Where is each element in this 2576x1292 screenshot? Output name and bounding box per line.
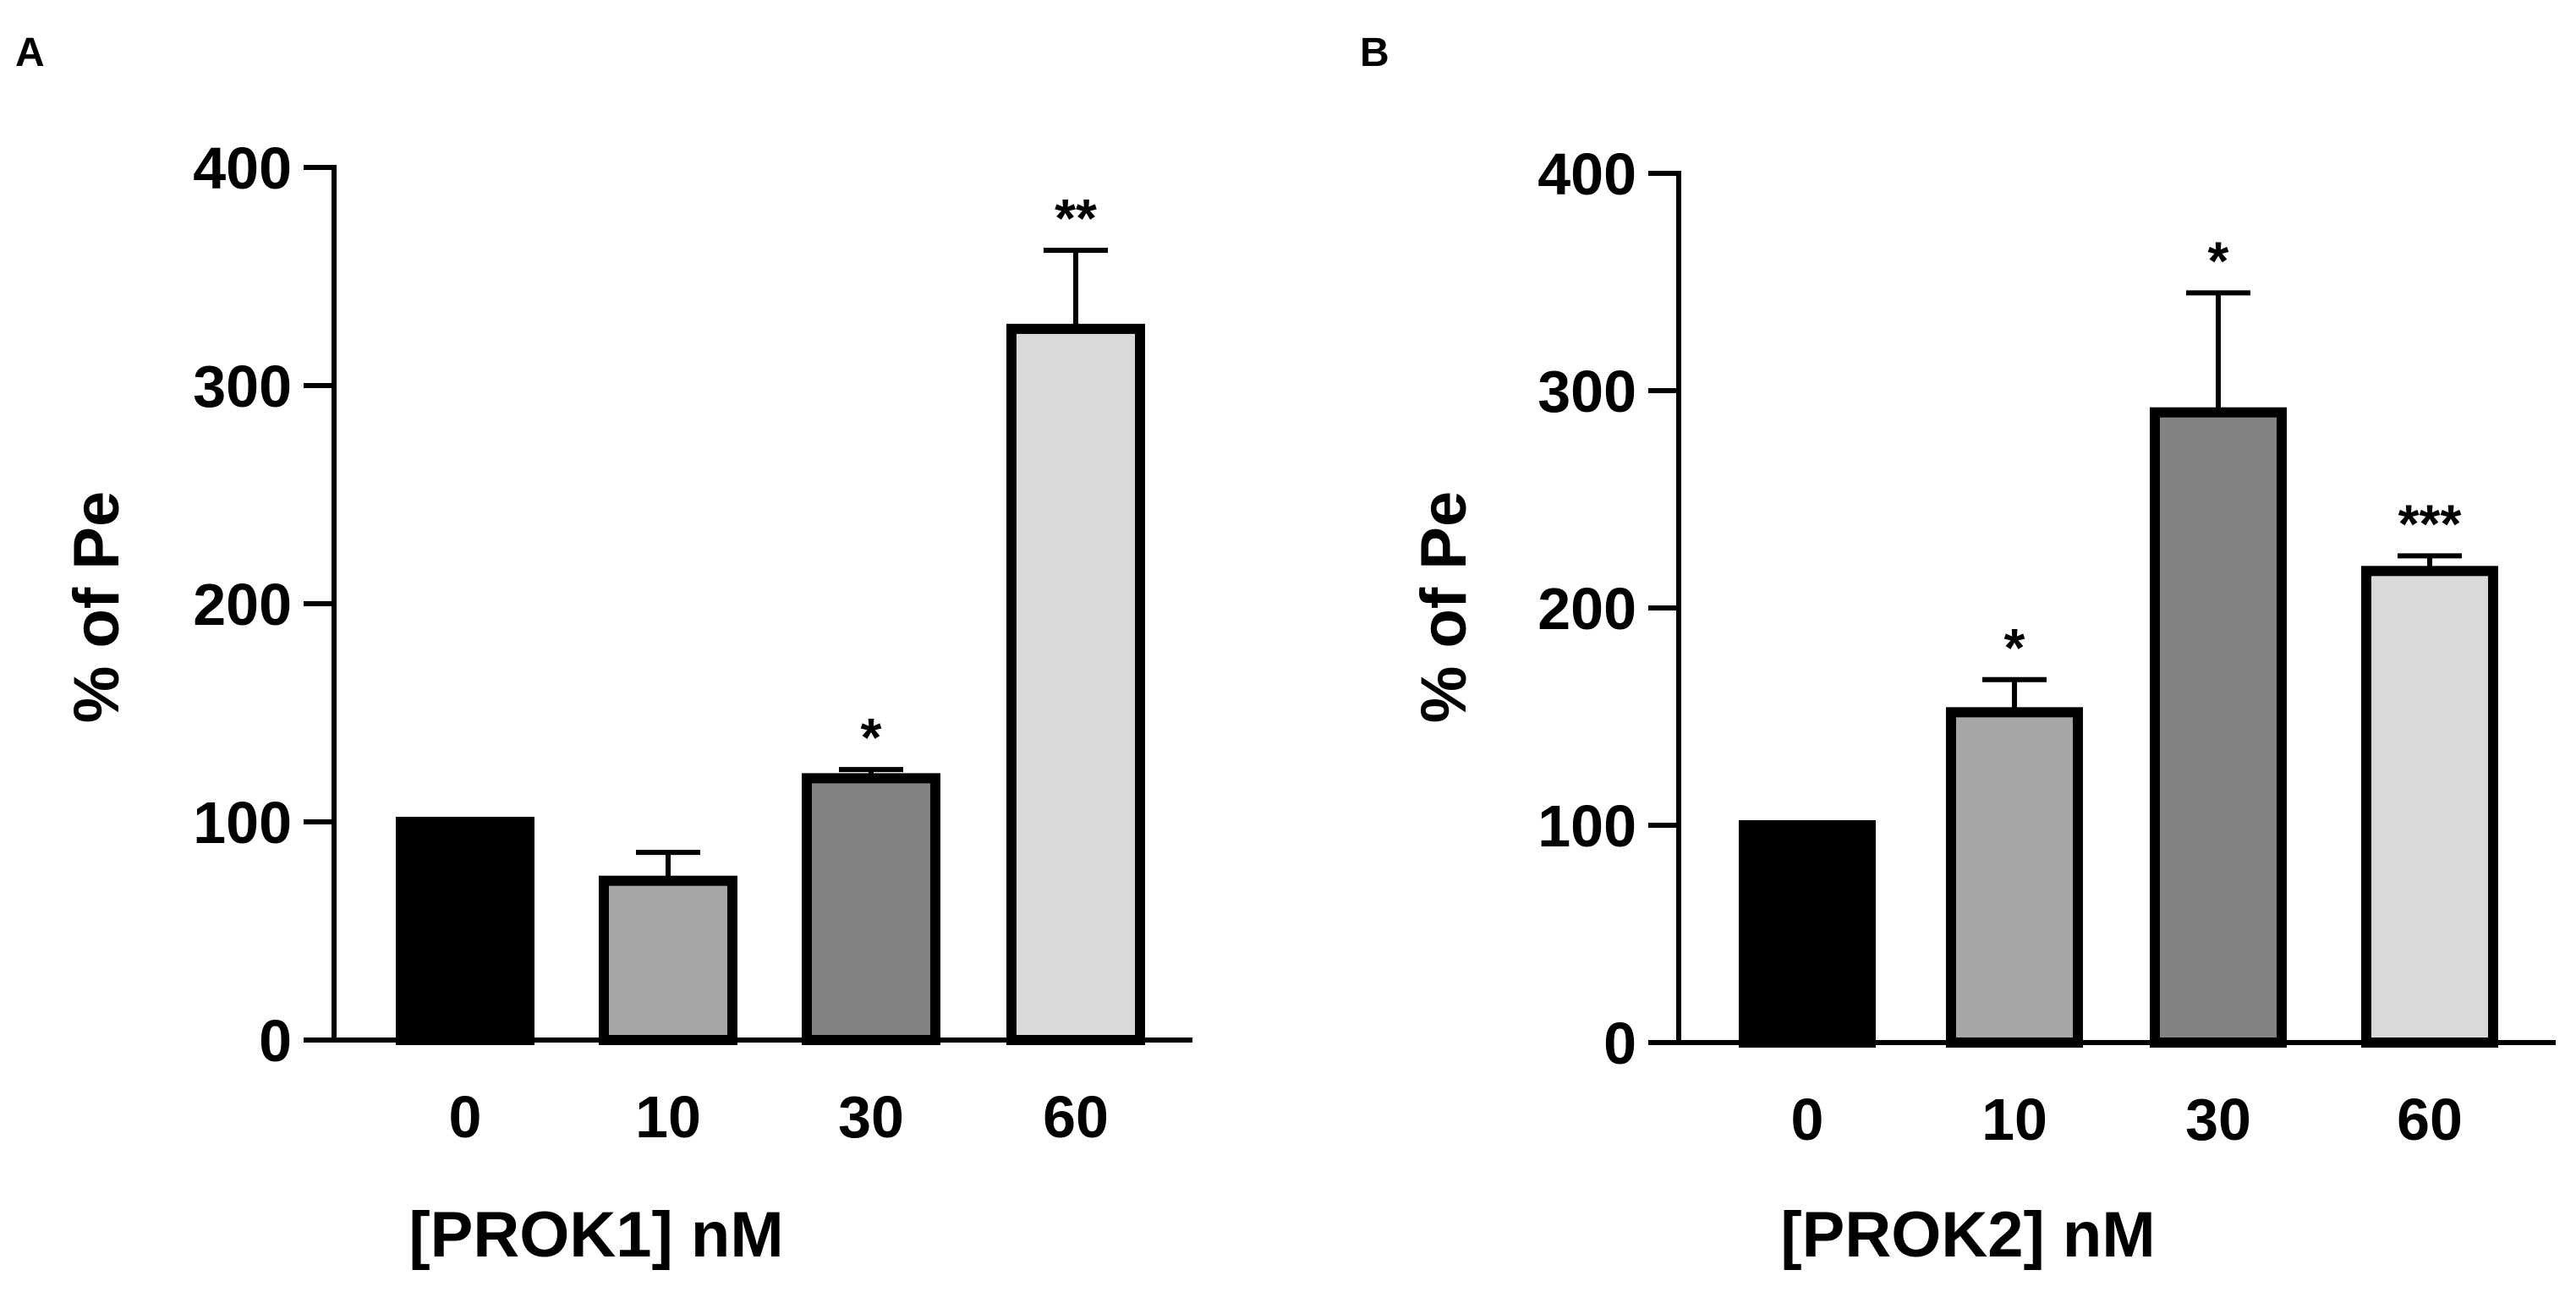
panel-a-y-axis-title: % of Pe	[61, 491, 133, 724]
panel-a-bars: ***	[396, 188, 1145, 1046]
panel-a-letter: A	[15, 30, 45, 75]
panel-a-x-tick-label: 60	[1043, 1084, 1109, 1150]
panel-a-significance-label: **	[1055, 188, 1097, 249]
panel-b-significance-label: *	[2004, 617, 2025, 678]
panel-b-x-tick-label: 60	[2397, 1087, 2463, 1152]
panel-a-x-tick-label: 0	[449, 1084, 482, 1150]
panel-b-bar-10	[1946, 707, 2083, 1048]
panel-b-x-tick-label: 10	[1981, 1087, 2047, 1152]
panel-b-x-tick-label: 0	[1791, 1087, 1824, 1152]
panel-b-y-axis-title: % of Pe	[1408, 491, 1480, 724]
panel-b-y-tick-label: 0	[1603, 1010, 1636, 1076]
panel-a-bar-0	[396, 817, 534, 1045]
panel-b-axes: 0 10 30 60 0 100 200 300 400	[1537, 141, 2556, 1152]
panel-a-x-tick-label: 10	[635, 1084, 701, 1150]
panel-a-y-tick-label: 200	[193, 572, 292, 638]
panel-a-bar-30	[802, 773, 940, 1046]
panel-b-significance-label: ***	[2398, 493, 2462, 554]
panel-a-y-tick-label: 300	[193, 353, 292, 419]
panel-b-y-tick-label: 100	[1537, 793, 1636, 859]
panel-b-significance-label: *	[2208, 230, 2229, 291]
panel-b-letter: B	[1360, 30, 1389, 75]
panel-a-axes: 0 10 30 60 0 100 200 300 400	[193, 135, 1192, 1150]
panel-b-x-axis-title: [PROK2] nM	[1780, 1199, 2155, 1271]
panel-a-x-axis-title: [PROK1] nM	[408, 1199, 783, 1271]
panel-b-bar-60	[2361, 566, 2498, 1048]
panel-a-y-tick-label: 400	[193, 135, 292, 201]
panel-b-bars: *****	[1739, 230, 2498, 1048]
panel-a-y-tick-label: 0	[259, 1008, 292, 1074]
panel-b-y-tick-label: 200	[1537, 576, 1636, 642]
panel-a-bar-10	[599, 875, 737, 1046]
panel-a-x-tick-label: 30	[838, 1084, 904, 1150]
panel-a-y-tick-label: 100	[193, 790, 292, 856]
panel-b-y-tick-label: 400	[1537, 141, 1636, 207]
panel-b-bar-0	[1739, 820, 1876, 1048]
panel-b-y-tick-label: 300	[1537, 359, 1636, 424]
panel-b-x-tick-label: 30	[2185, 1087, 2251, 1152]
panel-a-significance-label: *	[861, 707, 882, 768]
panel-b-bar-30	[2150, 407, 2287, 1048]
panel-a-bar-60	[1006, 323, 1145, 1046]
